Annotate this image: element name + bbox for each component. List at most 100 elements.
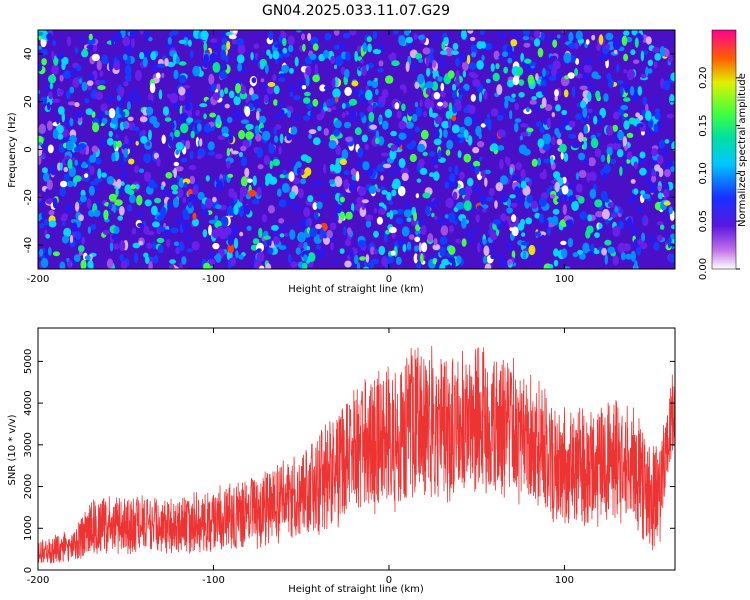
heatmap-cell [539,172,547,180]
heatmap-cell [496,114,504,121]
heatmap-cell [167,198,173,209]
heatmap-cell [589,188,597,199]
heatmap-cell [361,65,367,77]
heatmap-cell [432,69,439,75]
heatmap-cell [210,38,218,43]
heatmap-cell [221,126,229,135]
heatmap-cell [493,50,500,60]
heatmap-cell [301,85,307,90]
heatmap-cell [324,32,332,41]
heatmap-cell [585,39,590,45]
heatmap-cell [69,117,74,127]
heatmap-cell [576,103,581,108]
heatmap-cell [376,188,381,193]
heatmap-cell [240,85,247,95]
heatmap-cell [99,79,106,85]
heatmap-cell [574,68,578,76]
heatmap-cell [618,220,624,230]
heatmap-cell [391,232,396,239]
heatmap-cell [614,205,618,212]
heatmap-cell [78,251,84,256]
heatmap-cell [563,193,568,201]
heatmap-cell [434,164,438,169]
heatmap-cell [191,241,200,251]
heatmap-cell [543,158,551,164]
heatmap-cell [427,233,434,243]
heatmap-cell [48,220,57,228]
heatmap-cell [160,206,167,217]
heatmap-cell [342,33,351,39]
heatmap-cell [535,121,542,128]
heatmap-cell [629,86,635,96]
heatmap-cell [619,166,623,176]
heatmap-cell [540,32,545,41]
heatmap-cell [115,113,122,119]
heatmap-cell [622,136,627,147]
heatmap-cell [426,67,431,77]
heatmap-cell [438,128,443,139]
heatmap-cell [114,199,123,206]
heatmap-cell [108,108,116,119]
heatmap-cell [343,179,350,190]
heatmap-cell [451,50,459,56]
heatmap-cell [561,185,569,195]
heatmap-cell [377,136,385,146]
heatmap-cell [425,87,432,95]
heatmap-cell [372,30,378,40]
snr-x-tick-label: 100 [555,575,574,586]
heatmap-cell [100,103,108,112]
heatmap-cell [558,143,567,153]
heatmap-cell [504,95,512,101]
heatmap-cell [115,134,119,139]
heatmap-cell [423,111,428,118]
heatmap-cell [72,77,80,88]
heatmap-cell [329,163,335,172]
heatmap-cell [587,108,593,113]
heatmap-cell [469,238,476,244]
heatmap-cell [98,111,104,120]
heatmap-cell [518,92,525,98]
heatmap-cell [651,175,657,183]
heatmap-cell [305,66,312,76]
heatmap-cell [582,242,590,254]
heatmap-cell [326,230,334,239]
heatmap-cell [375,137,380,145]
heatmap-cell [72,222,78,233]
heatmap-cell [403,209,412,218]
heatmap-cell [585,229,591,239]
heatmap-cell [422,47,431,55]
heatmap-cell [509,194,516,199]
heatmap-cell [349,249,354,259]
heatmap-cell [316,201,323,210]
heatmap-cell [215,153,223,159]
heatmap-cell [205,175,210,182]
heatmap-cell [612,124,618,132]
heatmap-cell [138,168,145,173]
heatmap-cell [663,80,671,91]
heatmap-cell [470,94,476,102]
heatmap-cell [605,125,614,136]
heatmap-cell [229,43,234,52]
heatmap-cell [228,90,235,99]
heatmap-cell [285,199,294,205]
heatmap-cell [621,35,628,46]
heatmap-cell [46,33,53,41]
heatmap-cell [335,55,344,67]
heatmap-cell [356,262,361,269]
heatmap-cell [109,241,114,252]
heatmap-cell [302,262,308,269]
heatmap-cell [223,118,227,127]
heatmap-cell [605,43,611,50]
heatmap-cell [456,99,462,106]
heatmap-cell [213,41,218,53]
heatmap-cell [180,157,188,163]
heatmap-cell [623,53,629,62]
heatmap-cell [666,113,674,119]
heatmap-cell [175,166,184,172]
heatmap-cell [490,63,495,72]
heatmap-cell [445,197,454,209]
heatmap-cell [202,229,208,238]
heatmap-cell [373,207,378,214]
heatmap-cell [164,229,170,239]
heatmap-cell [219,70,228,80]
